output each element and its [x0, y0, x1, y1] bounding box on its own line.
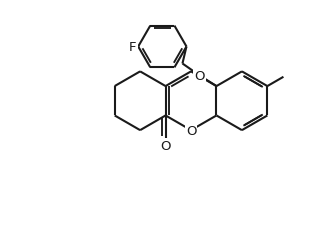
Text: O: O	[194, 70, 205, 82]
Text: O: O	[186, 124, 196, 137]
Text: O: O	[160, 139, 171, 152]
Text: F: F	[129, 41, 137, 54]
